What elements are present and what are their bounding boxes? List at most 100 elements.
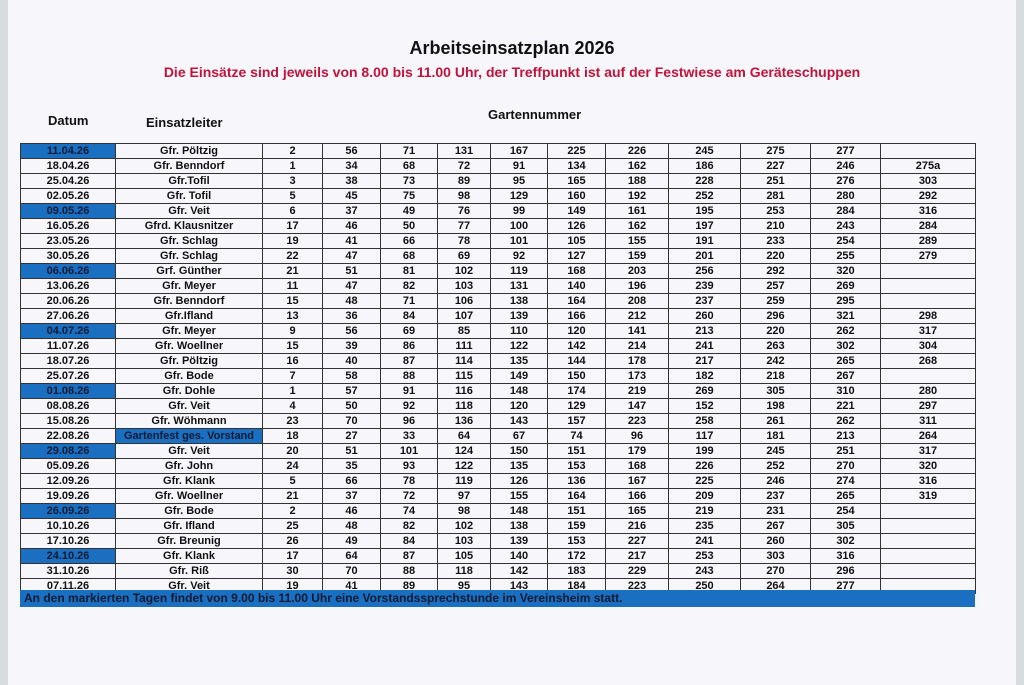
garden-number-cell: 4 <box>262 398 323 414</box>
garden-number-cell: 233 <box>740 233 811 249</box>
column-header: Gartennummer <box>488 107 582 122</box>
garden-number-cell: 16 <box>262 353 323 369</box>
garden-number-cell: 182 <box>668 368 741 384</box>
garden-number-cell: 292 <box>740 263 811 279</box>
garden-number-cell: 142 <box>547 338 606 354</box>
garden-number-cell: 50 <box>380 218 438 234</box>
garden-number-cell: 260 <box>740 533 811 549</box>
date-cell: 26.09.26 <box>20 503 116 519</box>
garden-number-cell: 192 <box>605 188 669 204</box>
garden-number-cell: 157 <box>547 413 606 429</box>
leader-cell: Gartenfest ges. Vorstand <box>115 428 263 444</box>
garden-number-cell: 251 <box>740 173 811 189</box>
garden-number-cell: 119 <box>490 263 548 279</box>
garden-number-cell: 129 <box>547 398 606 414</box>
table-row: 23.05.26 Gfr. Schlag 19 41 66 78 101 105 155 191 2… <box>20 233 976 249</box>
table-row: 15.08.26 Gfr. Wöhmann 23 70 96 136 143 157 223 25… <box>20 413 976 429</box>
footer-note: An den markierten Tagen findet von 9.00 … <box>20 590 975 607</box>
garden-number-cell: 24 <box>262 458 323 474</box>
garden-number-cell: 167 <box>490 143 548 159</box>
garden-number-cell: 48 <box>322 293 381 309</box>
leader-cell: Gfr. Veit <box>115 443 263 459</box>
date-cell: 16.05.26 <box>20 218 116 234</box>
garden-number-cell: 143 <box>490 413 548 429</box>
leader-cell: Gfr. Wöhmann <box>115 413 263 429</box>
garden-number-cell: 87 <box>380 353 438 369</box>
garden-number-cell: 217 <box>668 353 741 369</box>
table-row: 13.06.26 Gfr. Meyer 11 47 82 103 131 140 196 239 2… <box>20 278 976 294</box>
garden-number-cell: 160 <box>547 188 606 204</box>
garden-number-cell: 7 <box>262 368 323 384</box>
garden-number-cell: 23 <box>262 413 323 429</box>
garden-number-cell: 21 <box>262 263 323 279</box>
date-cell: 02.05.26 <box>20 188 116 204</box>
garden-number-cell: 172 <box>547 548 606 564</box>
garden-number-cell: 93 <box>380 458 438 474</box>
garden-number-cell: 72 <box>437 158 491 174</box>
garden-number-cell: 168 <box>605 458 669 474</box>
garden-number-cell: 259 <box>740 293 811 309</box>
garden-number-cell: 49 <box>380 203 438 219</box>
garden-number-cell: 252 <box>668 188 741 204</box>
date-cell: 09.05.26 <box>20 203 116 219</box>
garden-number-cell: 270 <box>810 458 881 474</box>
garden-number-cell: 46 <box>322 503 381 519</box>
garden-number-cell: 15 <box>262 293 323 309</box>
garden-number-cell: 320 <box>810 263 881 279</box>
garden-number-cell: 227 <box>605 533 669 549</box>
garden-number-cell: 209 <box>668 488 741 504</box>
garden-number-cell: 40 <box>322 353 381 369</box>
garden-number-cell: 22 <box>262 248 323 264</box>
garden-number-cell: 317 <box>880 323 976 339</box>
garden-number-cell: 69 <box>380 323 438 339</box>
table-row: 19.09.26 Gfr. Woellner 21 37 72 97 155 164 166 20… <box>20 488 976 504</box>
date-cell: 10.10.26 <box>20 518 116 534</box>
garden-number-cell: 220 <box>740 323 811 339</box>
date-cell: 27.06.26 <box>20 308 116 324</box>
garden-number-cell: 166 <box>547 308 606 324</box>
garden-number-cell: 280 <box>810 188 881 204</box>
table-row: 05.09.26 Gfr. John 24 35 93 122 135 153 168 226 25… <box>20 458 976 474</box>
garden-number-cell: 277 <box>810 143 881 159</box>
garden-number-cell: 47 <box>322 248 381 264</box>
garden-number-cell: 18 <box>262 428 323 444</box>
garden-number-cell: 245 <box>740 443 811 459</box>
garden-number-cell: 251 <box>810 443 881 459</box>
garden-number-cell: 162 <box>605 218 669 234</box>
garden-number-cell: 3 <box>262 173 323 189</box>
garden-number-cell: 243 <box>668 563 741 579</box>
title: Arbeitseinsatzplan 2026 <box>409 38 615 58</box>
garden-number-cell: 281 <box>740 188 811 204</box>
garden-number-cell: 191 <box>668 233 741 249</box>
garden-number-cell: 21 <box>262 488 323 504</box>
garden-number-cell: 153 <box>547 458 606 474</box>
date-cell: 18.04.26 <box>20 158 116 174</box>
garden-number-cell: 225 <box>668 473 741 489</box>
leader-cell: Gfr. Veit <box>115 203 263 219</box>
table-row: 18.07.26 Gfr. Pöltzig 16 40 87 114 135 144 178 21… <box>20 353 976 369</box>
date-cell: 29.08.26 <box>20 443 116 459</box>
garden-number-cell: 265 <box>810 353 881 369</box>
garden-number-cell: 6 <box>262 203 323 219</box>
garden-number-cell: 241 <box>668 338 741 354</box>
garden-number-cell: 165 <box>605 503 669 519</box>
garden-number-cell: 76 <box>437 203 491 219</box>
garden-number-cell: 159 <box>605 248 669 264</box>
garden-number-cell: 262 <box>810 323 881 339</box>
garden-number-cell: 37 <box>322 488 381 504</box>
garden-number-cell: 69 <box>437 248 491 264</box>
garden-number-cell: 150 <box>547 368 606 384</box>
garden-number-cell: 310 <box>810 383 881 399</box>
garden-number-cell: 91 <box>490 158 548 174</box>
garden-number-cell: 267 <box>740 518 811 534</box>
garden-number-cell: 316 <box>880 203 976 219</box>
garden-number-cell: 320 <box>880 458 976 474</box>
date-cell: 13.06.26 <box>20 278 116 294</box>
garden-number-cell: 86 <box>380 338 438 354</box>
garden-number-cell: 34 <box>322 158 381 174</box>
garden-number-cell: 70 <box>322 563 381 579</box>
garden-number-cell: 98 <box>437 503 491 519</box>
garden-number-cell: 235 <box>668 518 741 534</box>
garden-number-cell: 118 <box>437 563 491 579</box>
leader-cell: Gfr.Ifland <box>115 308 263 324</box>
